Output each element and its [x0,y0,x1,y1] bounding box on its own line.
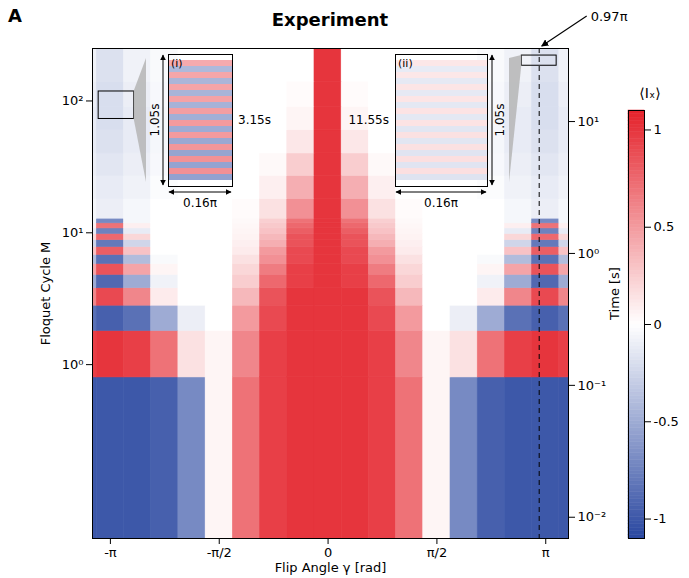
svg-text:0: 0 [324,545,332,560]
svg-text:Time [s]: Time [s] [607,267,622,321]
svg-text:(i): (i) [171,57,183,70]
svg-text:Floquet Cycle M: Floquet Cycle M [38,242,53,346]
svg-text:Experiment: Experiment [272,9,389,30]
svg-text:0.97π: 0.97π [591,9,628,24]
svg-text:A: A [8,5,22,26]
svg-text:1.05s: 1.05s [148,104,162,137]
svg-text:(ii): (ii) [398,57,413,70]
svg-text:⟨Iₓ⟩: ⟨Iₓ⟩ [639,85,660,101]
svg-text:0.16π: 0.16π [424,196,458,210]
svg-text:10⁰: 10⁰ [578,246,600,261]
svg-text:-π/2: -π/2 [207,545,232,560]
svg-text:3.15s: 3.15s [238,113,271,127]
svg-text:11.55s: 11.55s [348,113,389,127]
svg-text:π: π [542,545,550,560]
svg-text:-0.5: -0.5 [654,414,679,429]
svg-text:Flip Angle γ [rad]: Flip Angle γ [rad] [275,560,387,575]
svg-text:0.5: 0.5 [654,219,675,234]
svg-text:1.05s: 1.05s [493,104,507,137]
svg-text:10⁰: 10⁰ [62,357,84,372]
svg-text:-π: -π [104,545,117,560]
svg-text:0.16π: 0.16π [183,196,217,210]
svg-text:1: 1 [654,122,662,137]
svg-text:-1: -1 [654,511,667,526]
svg-text:10²: 10² [62,93,84,108]
svg-text:0: 0 [654,317,662,332]
svg-text:10¹: 10¹ [578,114,600,129]
svg-text:10¹: 10¹ [62,225,84,240]
svg-text:10⁻¹: 10⁻¹ [578,378,607,393]
svg-text:10⁻²: 10⁻² [578,509,607,524]
svg-text:π/2: π/2 [427,545,447,560]
